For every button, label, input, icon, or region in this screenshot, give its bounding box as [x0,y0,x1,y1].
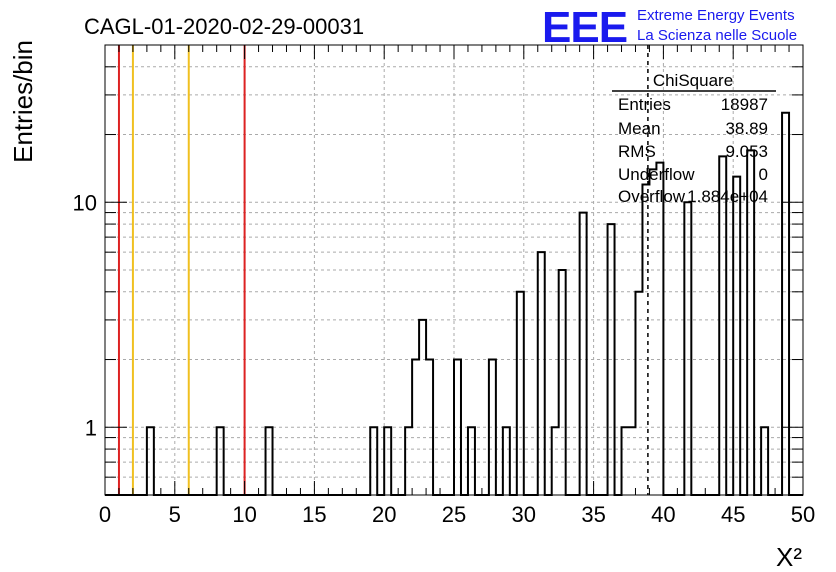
x-tick-label: 0 [99,502,111,527]
stats-value-rms: 9.053 [725,142,768,161]
stats-value-overflow: 1.884e+04 [687,187,768,206]
stats-label-underflow: Underflow [618,165,695,184]
eee-logo: EEE Extreme Energy Events La Scienza nel… [542,3,797,52]
y-axis-label: Entries/bin [8,40,38,163]
x-tick-label: 20 [372,502,396,527]
stats-value-underflow: 0 [759,165,768,184]
eee-logo-line2: La Scienza nelle Scuole [637,27,797,44]
eee-logo-line1: Extreme Energy Events [637,7,795,24]
stats-box: ChiSquare Entries 18987 Mean 38.89 RMS 9… [612,71,776,206]
x-tick-label: 5 [169,502,181,527]
x-axis-label: X² [776,542,802,572]
x-tick-label: 35 [581,502,605,527]
stats-label-entries: Entries [618,95,671,114]
x-tick-label: 40 [651,502,675,527]
eee-logo-mark: EEE [542,3,627,52]
stats-label-overflow: Overflow [618,187,686,206]
x-tick-label: 10 [232,502,256,527]
y-tick-label: 10 [73,190,97,215]
x-tick-label: 50 [791,502,815,527]
axis-ticks: 0 5 10 15 20 25 30 35 40 45 50 1 10 [73,45,815,527]
stats-title: ChiSquare [653,71,733,90]
stats-value-entries: 18987 [721,95,768,114]
x-tick-label: 25 [442,502,466,527]
x-tick-label: 45 [721,502,745,527]
stats-label-mean: Mean [618,119,661,138]
run-title: CAGL-01-2020-02-29-00031 [84,14,364,39]
y-tick-label: 1 [85,415,97,440]
x-tick-label: 15 [302,502,326,527]
stats-value-mean: 38.89 [725,119,768,138]
x-tick-label: 30 [512,502,536,527]
stats-label-rms: RMS [618,142,656,161]
reference-lines [117,45,649,495]
